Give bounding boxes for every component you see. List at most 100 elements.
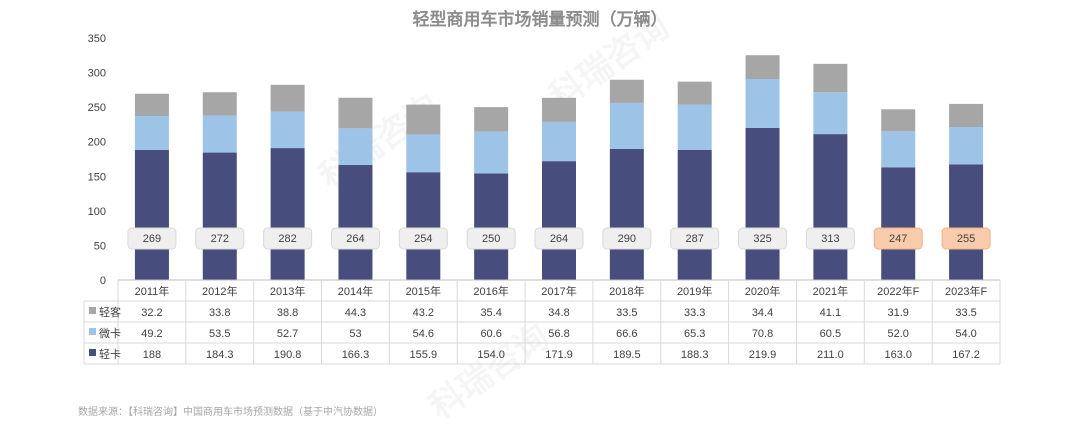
table-cell: 54.6 xyxy=(413,328,434,340)
bar-segment xyxy=(338,97,373,129)
table-cell: 65.3 xyxy=(684,328,705,340)
bar-segment xyxy=(745,55,780,80)
total-label-box xyxy=(195,227,245,250)
total-label: 264 xyxy=(346,233,364,245)
bar-segment xyxy=(270,111,305,149)
total-label: 254 xyxy=(414,233,432,245)
x-tick-label: 2015年 xyxy=(406,284,441,298)
y-tick-label: 250 xyxy=(88,102,106,114)
bar-segment xyxy=(881,131,916,168)
bar-segment xyxy=(813,134,848,280)
table-cell: 211.0 xyxy=(817,349,844,361)
total-label: 272 xyxy=(211,233,229,245)
y-tick-label: 100 xyxy=(88,206,106,218)
bar-segment xyxy=(609,79,644,103)
total-label: 264 xyxy=(550,233,568,245)
bar-segment xyxy=(270,84,305,112)
table-cell: 53.5 xyxy=(209,328,230,340)
table-cell: 31.9 xyxy=(888,307,909,319)
bar-segment xyxy=(745,127,780,280)
table-cell: 184.3 xyxy=(206,349,234,361)
total-label: 290 xyxy=(618,233,636,245)
x-tick-label: 2020年 xyxy=(745,284,780,298)
bar-segment xyxy=(134,93,169,116)
y-tick-label: 300 xyxy=(88,68,106,80)
chart-title: 轻型商用车市场销量预测（万辆） xyxy=(413,9,668,30)
x-tick-label: 2021年 xyxy=(813,284,848,298)
table-cell: 66.6 xyxy=(616,328,637,340)
bar-segment xyxy=(542,161,576,280)
total-label-box xyxy=(534,227,584,250)
x-tick-label: 2012年 xyxy=(202,284,237,298)
table-cell: 154.0 xyxy=(477,349,505,361)
bar-segment xyxy=(406,134,441,173)
bar-segment xyxy=(406,172,441,280)
x-tick-label: 2023年F xyxy=(945,284,987,298)
legend-swatch xyxy=(89,349,96,356)
bar-segment xyxy=(202,115,237,153)
total-label-box xyxy=(602,227,652,250)
total-label-box xyxy=(873,227,923,250)
y-axis: 0 50 100 150 200 250 300 350 xyxy=(88,33,106,287)
bar-segment xyxy=(813,92,848,135)
bar-segment xyxy=(949,164,984,280)
legend-label: 轻卡 xyxy=(99,347,121,361)
x-tick-label: 2011年 xyxy=(135,284,170,298)
total-label-box xyxy=(941,227,991,250)
x-tick-label: 2022年F xyxy=(877,284,919,298)
bar-segment xyxy=(474,173,509,280)
table-cell: 33.3 xyxy=(684,307,705,319)
bar-segment xyxy=(745,79,780,128)
y-tick-label: 350 xyxy=(88,33,106,45)
bar-segment xyxy=(134,115,169,151)
bar-segment xyxy=(609,148,644,280)
table-cell: 60.6 xyxy=(480,328,501,340)
table-cell: 54.0 xyxy=(955,328,976,340)
bar-segment xyxy=(813,63,848,93)
table-cell: 52.7 xyxy=(277,328,298,340)
bar-segment xyxy=(881,109,916,132)
table-cell: 38.8 xyxy=(277,307,298,319)
total-label-box xyxy=(330,227,380,250)
total-label-box xyxy=(670,227,720,250)
total-label: 287 xyxy=(686,233,704,245)
table-cell: 33.5 xyxy=(616,307,637,319)
y-tick-label: 150 xyxy=(88,171,106,183)
x-tick-label: 2018年 xyxy=(609,284,644,298)
total-labels: 269 272 282 264 254 250 264 290 287 325 313 247 255 xyxy=(127,227,991,250)
total-label-box xyxy=(805,227,855,250)
total-label: 269 xyxy=(143,233,161,245)
bar-segment xyxy=(270,148,305,280)
bar-segment xyxy=(609,102,644,149)
bar-segment xyxy=(134,150,169,280)
x-tick-label: 2019年 xyxy=(677,284,712,298)
bar-segment xyxy=(474,107,509,132)
legend-swatch xyxy=(89,328,96,335)
total-label-box xyxy=(127,227,177,250)
total-label: 313 xyxy=(821,233,839,245)
x-tick-label: 2017年 xyxy=(541,284,576,298)
table-cell: 44.3 xyxy=(345,307,366,319)
bar-segment xyxy=(677,149,712,280)
table-cell: 166.3 xyxy=(342,349,370,361)
total-label: 250 xyxy=(482,233,500,245)
bar-segment xyxy=(949,127,984,165)
bar-segment xyxy=(542,121,576,162)
table-cell: 219.9 xyxy=(749,349,777,361)
bar-segment xyxy=(474,131,509,174)
table-cell: 56.8 xyxy=(548,328,569,340)
total-label-box xyxy=(398,227,448,250)
bar-segment xyxy=(202,152,237,280)
table-cell: 163.0 xyxy=(884,349,912,361)
table-cell: 188 xyxy=(143,349,161,361)
bar-segment xyxy=(949,103,984,128)
data-table: 2011年 2012年 2013年 2014年 2015年 2016年 2017年 2018年… xyxy=(83,279,1001,365)
total-label-box xyxy=(738,227,788,250)
table-cell: 32.2 xyxy=(141,307,162,319)
table-cell: 33.5 xyxy=(955,307,976,319)
table-cell: 189.5 xyxy=(613,349,641,361)
total-label: 247 xyxy=(889,233,907,245)
y-tick-label: 50 xyxy=(94,240,106,252)
bar-segment xyxy=(542,97,576,122)
total-label: 255 xyxy=(957,233,975,245)
